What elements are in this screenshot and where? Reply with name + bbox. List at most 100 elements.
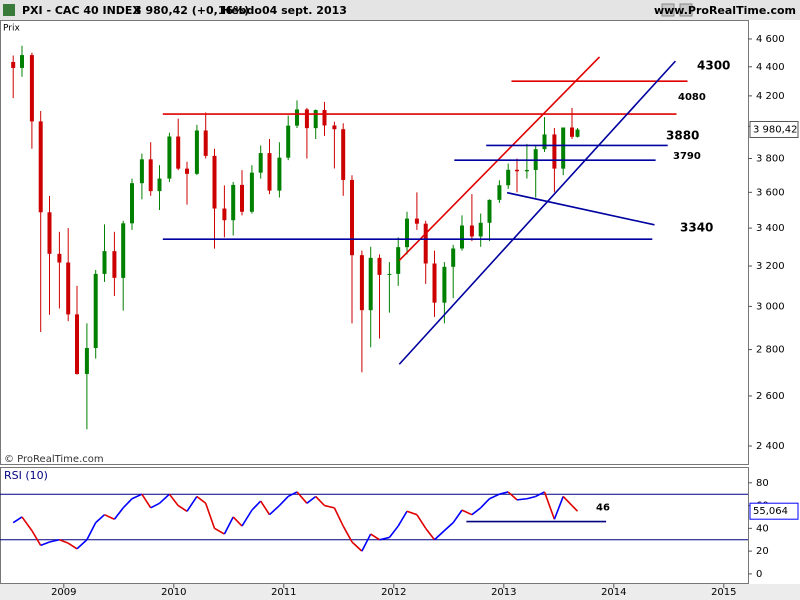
rsi-segment: [306, 495, 317, 504]
candle-body: [20, 55, 24, 68]
rsi-segment: [104, 513, 115, 520]
candle-body: [469, 225, 474, 237]
rsi-segment: [67, 542, 78, 550]
trend-line: [398, 60, 676, 365]
candle-body: [377, 257, 382, 275]
rsi-segment: [268, 504, 280, 516]
x-tick-label: 2012: [381, 587, 406, 598]
rsi-segment: [507, 491, 518, 501]
rsi-segment: [361, 533, 372, 552]
y-tick-label: 2 400: [756, 441, 785, 452]
line-label: 4300: [697, 59, 730, 73]
rsi-segment: [158, 493, 170, 504]
rsi-title: RSI (10): [4, 469, 48, 482]
current-value: 55,064: [753, 506, 788, 517]
candle-body: [341, 129, 346, 180]
current-value-box: [749, 502, 799, 520]
rsi-segment: [214, 527, 225, 535]
rsi-segment: [86, 522, 97, 541]
rsi-panel: [0, 467, 749, 584]
toolbar-icon[interactable]: [661, 3, 675, 17]
rsi-segment: [324, 504, 335, 509]
candle-body: [29, 55, 34, 122]
y-tick-label: 3 600: [756, 187, 785, 198]
y-tick-label: 4 600: [756, 34, 785, 45]
header-icon: [3, 4, 15, 16]
candle-body: [432, 263, 437, 303]
rsi-segment: [452, 509, 463, 524]
rsi-segment: [351, 541, 363, 552]
rsi-segment: [535, 491, 545, 498]
rsi-segment: [397, 510, 408, 527]
candle-body: [286, 125, 291, 158]
rsi-segment: [49, 538, 60, 543]
rsi-segment: [40, 541, 50, 547]
candle-body: [130, 183, 134, 224]
rsi-segment: [260, 500, 271, 516]
toolbar-icon[interactable]: [679, 3, 693, 17]
rsi-segment: [168, 493, 179, 507]
rsi-segment: [333, 507, 344, 527]
candle-body: [506, 169, 511, 186]
rsi-segment: [388, 525, 399, 538]
candle-body: [405, 218, 409, 248]
line-label: 3880: [666, 129, 699, 143]
line-label: 46: [596, 503, 610, 514]
date: 04 sept. 2013: [262, 4, 347, 17]
candle-body: [478, 222, 483, 237]
candle-body: [277, 157, 282, 191]
x-tick-label: 2015: [711, 587, 736, 598]
candle-body: [295, 109, 299, 126]
y-tick-label: 0: [756, 569, 762, 580]
rsi-segment: [471, 507, 482, 516]
x-tick-label: 2011: [271, 587, 296, 598]
current-value-box: [749, 120, 799, 138]
candle-body: [157, 178, 162, 192]
candle-body: [93, 273, 98, 349]
y-tick-label: 20: [756, 546, 769, 557]
axis-label: Prix: [3, 24, 20, 34]
rsi-segment: [31, 530, 42, 546]
candle-body: [487, 199, 492, 223]
rsi-segment: [543, 491, 556, 520]
line-label: 3790: [673, 151, 701, 162]
period: Hebdo: [222, 4, 262, 17]
x-tick-label: 2009: [51, 587, 76, 598]
rsi-segment: [553, 496, 564, 520]
candle-body: [240, 184, 244, 212]
candle-body: [322, 110, 327, 126]
rsi-segment: [241, 509, 253, 527]
candle-body: [414, 218, 419, 224]
rsi-segment: [416, 514, 427, 529]
y-tick-label: 4 200: [756, 91, 785, 102]
rsi-segment: [379, 536, 390, 541]
candle-body: [75, 314, 79, 374]
candle-body: [176, 136, 181, 169]
rsi-segment: [342, 525, 353, 543]
rsi-segment: [425, 527, 436, 541]
candle-body: [84, 348, 89, 374]
candle-body: [258, 153, 263, 173]
rsi-segment: [562, 495, 573, 507]
symbol: PXI - CAC 40 INDEX: [22, 4, 141, 17]
rsi-segment: [489, 493, 500, 500]
rsi-segment: [315, 495, 326, 507]
rsi-segment: [21, 516, 33, 532]
x-tick-label: 2010: [161, 587, 186, 598]
rsi-segment: [251, 500, 262, 511]
candle-body: [167, 136, 172, 179]
y-tick-label: 3 000: [756, 301, 785, 312]
candle-body: [497, 185, 502, 200]
x-tick-label: 2013: [491, 587, 516, 598]
rsi-segment: [232, 516, 243, 527]
candle-body: [570, 127, 574, 137]
rsi-segment: [196, 495, 207, 504]
candle-body: [304, 109, 309, 129]
candle-body: [38, 121, 43, 213]
candle-body: [561, 127, 566, 169]
rsi-segment: [461, 509, 473, 516]
candle-body: [194, 130, 199, 174]
candle-body: [102, 251, 107, 274]
rsi-segment: [141, 493, 152, 509]
y-tick-label: 3 800: [756, 154, 785, 165]
